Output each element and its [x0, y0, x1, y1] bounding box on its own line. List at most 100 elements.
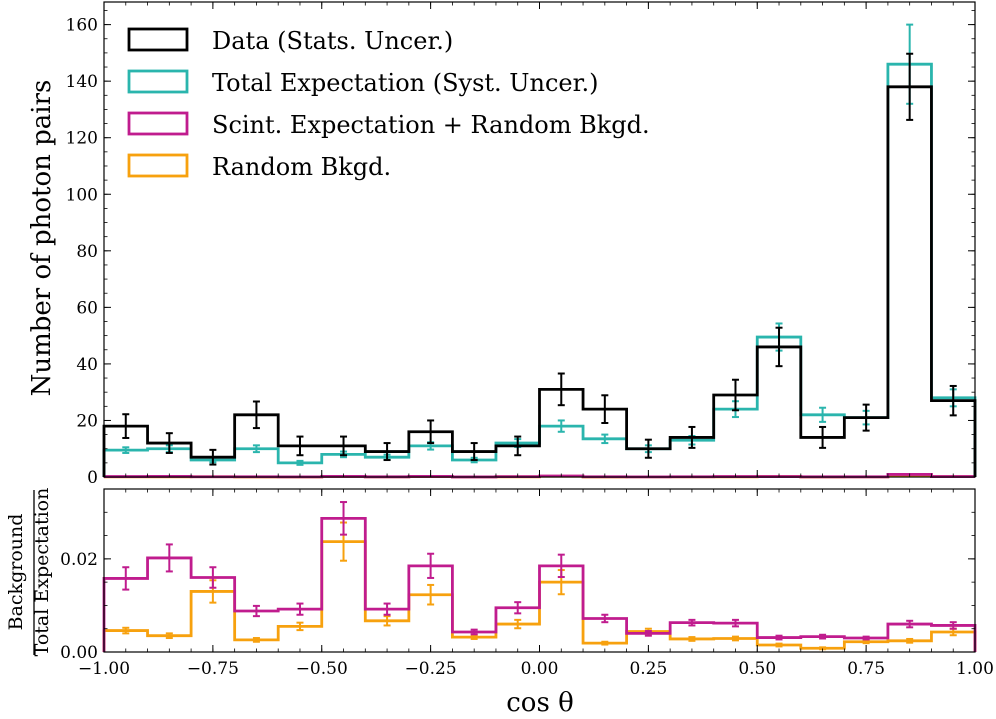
- main-data-stats-uncer-error-bar: [427, 419, 435, 445]
- x-tick-label: −0.75: [187, 659, 239, 679]
- main-data-stats-uncer-error-bar: [470, 442, 478, 462]
- x-tick-label: −0.50: [296, 659, 348, 679]
- y-tick-label: 160: [66, 16, 98, 36]
- ratio-random-bkgd-error-bar: [252, 637, 260, 643]
- legend-item: Random Bkgd.: [127, 153, 391, 181]
- ratio-scint-expectation-random-bkgd-error-bar: [601, 613, 609, 624]
- main-total-expectation-syst-uncer-error-bar: [122, 446, 130, 454]
- y-tick-label: 20: [76, 411, 98, 431]
- x-tick-label: 0.25: [629, 659, 667, 679]
- ratio-axes: −1.00 −0.75 −0.50 −0.25 0.00 0.25 0.50 0.75 1.00…: [60, 488, 994, 679]
- main-data-stats-uncer-error-bar: [557, 372, 565, 407]
- x-tick-label: 0.75: [847, 659, 885, 679]
- ratio-scint-expectation-random-bkgd-error-bar: [470, 628, 478, 636]
- legend-swatch: [127, 111, 189, 136]
- y-tick-label: 0: [87, 468, 98, 488]
- ratio-random-bkgd-error-bar: [906, 637, 914, 644]
- main-data-stats-uncer-error-bar: [383, 442, 391, 462]
- ratio-scint-expectation-random-bkgd-histogram-line: [102, 516, 977, 652]
- main-panel: 0 20 40 60 80 100 120 140 160 Number of photon p…: [27, 1, 977, 488]
- y-tick-label: 140: [66, 72, 98, 92]
- legend-item: Scint. Expectation + Random Bkgd.: [127, 111, 650, 139]
- main-data-stats-uncer-histogram-line: [102, 85, 977, 477]
- ratio-scint-expectation-random-bkgd-error-bar: [514, 601, 522, 615]
- ratio-scint-expectation-random-bkgd-error-bar: [165, 543, 173, 573]
- main-total-expectation-syst-uncer-error-bar: [557, 419, 565, 433]
- x-tick-label: 0.00: [521, 659, 559, 679]
- legend-swatch: [127, 69, 189, 94]
- main-data-stats-uncer-error-bar: [906, 52, 914, 121]
- main-total-expectation-syst-uncer-error-bar: [819, 406, 827, 423]
- x-axis-label: cos θ: [506, 688, 573, 718]
- ratio-scint-expectation-random-bkgd-error-bar: [209, 566, 217, 589]
- main-data-stats-uncer-error-bar: [862, 403, 870, 432]
- main-data-stats-uncer-error-bar: [514, 435, 522, 457]
- main-data-stats-uncer-error-bar: [340, 435, 348, 457]
- legend-label: Random Bkgd.: [212, 153, 391, 181]
- main-total-expectation-syst-uncer-error-bar: [296, 459, 304, 466]
- y-tick-label: 80: [76, 242, 98, 262]
- main-axes: 0 20 40 60 80 100 120 140 160: [66, 1, 976, 488]
- main-total-expectation-syst-uncer-error-bar: [601, 433, 609, 445]
- ratio-random-bkgd-error-bar: [688, 636, 696, 642]
- main-data-stats-uncer-error-bar: [122, 413, 130, 439]
- x-tick-label: −1.00: [78, 659, 130, 679]
- main-data-stats-uncer-error-bar: [731, 378, 739, 412]
- x-tick-label: 1.00: [956, 659, 994, 679]
- ratio-scint-expectation-random-bkgd-error-bar: [122, 566, 130, 591]
- ratio-scint-expectation-random-bkgd-error-bar: [557, 553, 565, 579]
- ratio-random-bkgd-error-bar: [601, 640, 609, 646]
- legend-label: Data (Stats. Uncer.): [212, 27, 453, 55]
- ratio-scint-expectation-random-bkgd-error-bar: [862, 635, 870, 641]
- ratio-scint-expectation-random-bkgd-error-bar: [644, 630, 652, 637]
- main-data-stats-uncer-error-bar: [949, 384, 957, 417]
- main-total-expectation-syst-uncer-error-bar: [252, 444, 260, 454]
- ratio-scint-expectation-random-bkgd-error-bar: [949, 621, 957, 630]
- ratio-scint-expectation-random-bkgd-error-bar: [775, 634, 783, 641]
- ratio-random-bkgd-error-bar: [775, 642, 783, 648]
- main-data-stats-uncer-error-bar: [296, 435, 304, 457]
- legend-swatch: [127, 153, 189, 178]
- ratio-scint-expectation-random-bkgd-error-bar: [340, 501, 348, 536]
- ratio-scint-expectation-random-bkgd-error-bar: [688, 618, 696, 627]
- main-data-stats-uncer-error-bar: [644, 438, 652, 459]
- ratio-scint-expectation-random-bkgd-error-bar: [906, 619, 914, 629]
- main-data-stats-uncer-error-bar: [688, 425, 696, 449]
- y-tick-label: 100: [66, 185, 98, 205]
- y-tick-label: 60: [76, 298, 98, 318]
- main-data-stats-uncer-error-bar: [209, 448, 217, 466]
- legend-item: Data (Stats. Uncer.): [127, 27, 453, 55]
- main-data-stats-uncer-error-bar: [165, 432, 173, 454]
- ratio-y-axis-label-numerator: Background: [5, 514, 27, 631]
- legend-swatch: [127, 27, 189, 52]
- main-data-stats-uncer-error-bar: [775, 326, 783, 368]
- ratio-scint-expectation-random-bkgd-error-bar: [819, 633, 827, 640]
- ratio-random-bkgd-error-bar: [514, 618, 522, 630]
- y-tick-label: 120: [66, 129, 98, 149]
- y-tick-label: 40: [76, 355, 98, 375]
- ratio-random-bkgd-error-bar: [731, 635, 739, 642]
- legend-label: Scint. Expectation + Random Bkgd.: [212, 111, 650, 139]
- ratio-random-bkgd-error-bar: [296, 621, 304, 632]
- ratio-scint-expectation-random-bkgd-error-bar: [383, 602, 391, 616]
- main-y-axis-label: Number of photon pairs: [27, 80, 57, 397]
- y-tick-label: 0.00: [60, 643, 98, 663]
- ratio-scint-expectation-random-bkgd-error-bar: [296, 602, 304, 616]
- legend-label: Total Expectation (Syst. Uncer.): [212, 69, 598, 97]
- y-tick-label: 0.02: [60, 550, 98, 570]
- main-data-stats-uncer-error-bar: [601, 394, 609, 424]
- ratio-random-bkgd-error-bar: [427, 583, 435, 606]
- ratio-scint-expectation-random-bkgd-error-bar: [252, 604, 260, 618]
- x-tick-label: −0.25: [405, 659, 457, 679]
- ratio-random-bkgd-error-bar: [165, 632, 173, 640]
- main-data-stats-uncer-error-bar: [819, 425, 827, 449]
- ratio-series-layer: [102, 501, 977, 652]
- ratio-random-bkgd-error-bar: [122, 626, 130, 635]
- ratio-panel: −1.00 −0.75 −0.50 −0.25 0.00 0.25 0.50 0.75 1.00…: [5, 488, 994, 718]
- legend: Data (Stats. Uncer.) Total Expectation (S…: [127, 27, 650, 181]
- ratio-scint-expectation-random-bkgd-error-bar: [427, 552, 435, 579]
- x-tick-label: 0.50: [738, 659, 776, 679]
- ratio-scint-expectation-random-bkgd-error-bar: [731, 618, 739, 628]
- main-data-stats-uncer-error-bar: [252, 400, 260, 430]
